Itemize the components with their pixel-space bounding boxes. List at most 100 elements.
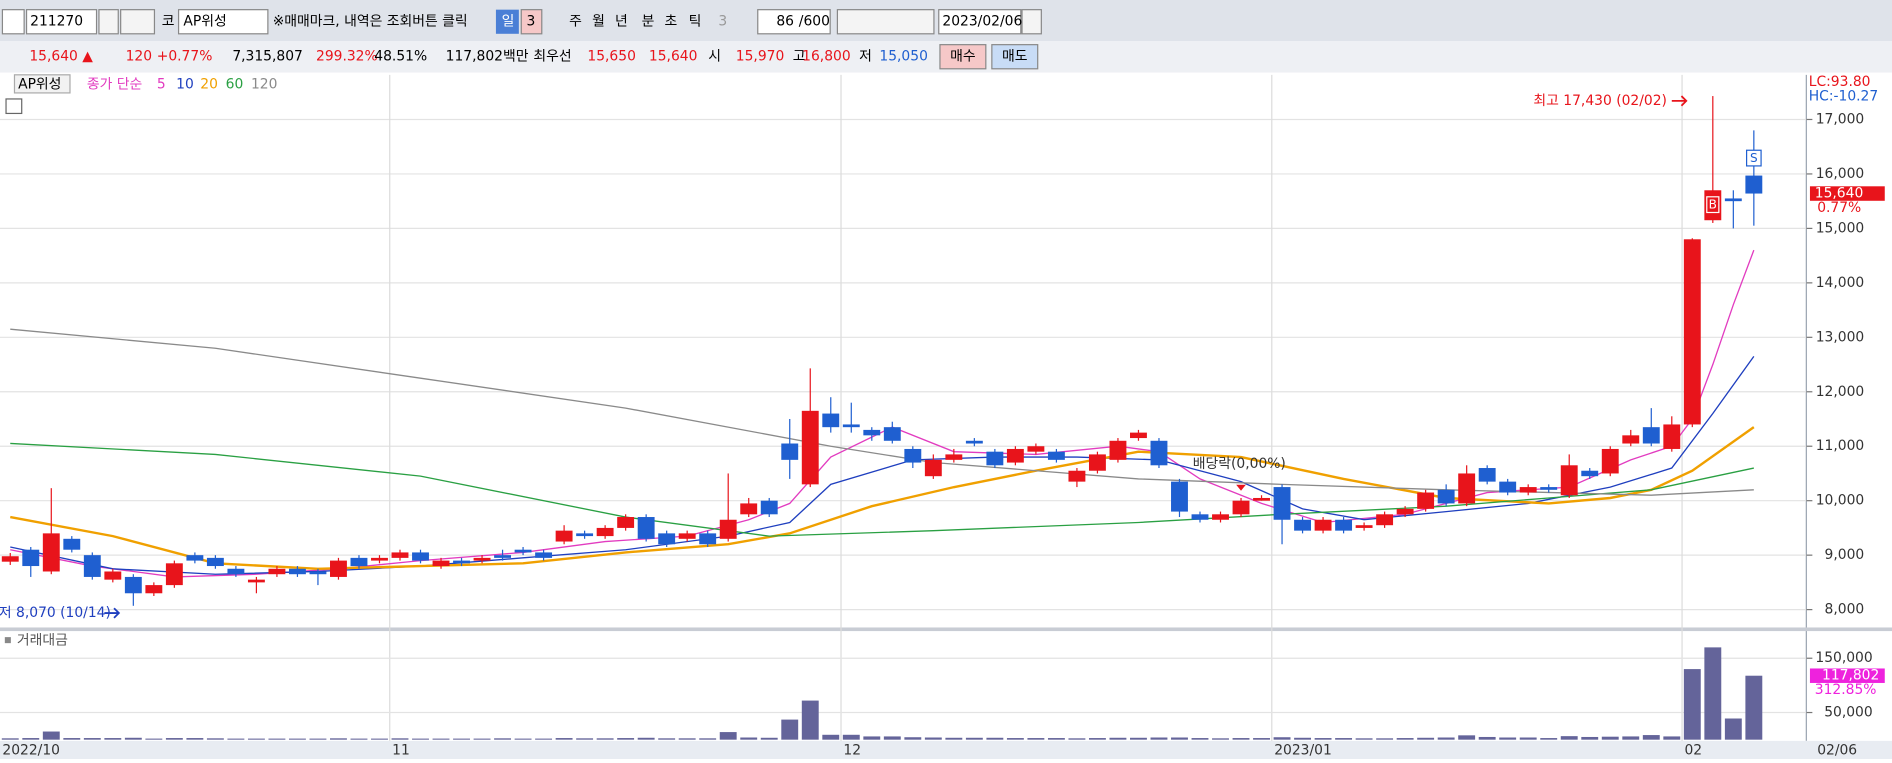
candle-body	[165, 563, 183, 586]
buy-mark-box	[1706, 196, 1720, 214]
candle-body	[1478, 468, 1496, 482]
volume-bar	[514, 738, 532, 740]
candle-body	[1047, 451, 1065, 460]
volume-bar	[535, 738, 553, 740]
quote-rate: +0.77%	[157, 49, 213, 65]
volume-bar	[1150, 737, 1168, 740]
period-n-button[interactable]	[520, 9, 543, 35]
volume-bar	[1335, 738, 1353, 740]
volume-bar	[1499, 737, 1517, 740]
candle-body	[1642, 427, 1660, 444]
candle-body	[227, 568, 245, 575]
code: 211270	[30, 14, 83, 30]
period-option: 3	[527, 14, 536, 30]
candle-body	[965, 440, 983, 444]
ma-line	[10, 249, 1755, 578]
period-option: 3	[718, 14, 727, 30]
volume-last-label: 117,802	[1822, 668, 1879, 684]
dividend-marker	[1236, 484, 1246, 491]
chart-bg	[0, 74, 1892, 741]
legend-ma-label: 종가 단순	[87, 76, 143, 92]
candle-body	[1499, 481, 1517, 493]
candle-body	[412, 552, 429, 561]
candle-body	[576, 533, 594, 537]
volume-bar	[1560, 736, 1578, 740]
volume-bar	[924, 737, 942, 740]
period-day-button[interactable]	[495, 9, 519, 34]
candle-body	[371, 557, 388, 561]
volume-bar	[1745, 675, 1763, 740]
volume-bar	[412, 738, 429, 740]
volume-bar	[1642, 735, 1660, 740]
volume-bar	[699, 738, 717, 740]
volume-bar	[1027, 738, 1045, 740]
volume-bar	[1047, 738, 1065, 740]
candle-body	[945, 454, 963, 460]
volume-bar	[1417, 737, 1435, 740]
volume-bar	[453, 738, 470, 740]
low-annotation: 최저 8,070 (10/14)	[0, 605, 111, 621]
legend-entry: 20	[200, 76, 218, 92]
candle-body	[473, 557, 491, 561]
x-tick-label: 12	[843, 743, 861, 759]
volume-bar	[1088, 738, 1106, 740]
date: 2023/02/06	[942, 14, 1022, 30]
name-input[interactable]	[177, 9, 269, 35]
volume-bar	[473, 738, 491, 740]
legend-name-box	[13, 74, 71, 94]
volume-tick-label: 50,000	[1824, 705, 1872, 721]
sell-button[interactable]	[991, 44, 1039, 70]
volume-tick-label: 150,000	[1815, 650, 1872, 666]
tool-buttons[interactable]	[836, 9, 935, 35]
volume-bar	[740, 737, 758, 740]
candle-body	[1109, 440, 1127, 460]
buy-mark: B	[1709, 198, 1717, 212]
volume-bar	[555, 738, 573, 740]
volume-bar	[1437, 737, 1455, 740]
volume-bar	[1109, 737, 1127, 740]
candle-body	[842, 424, 860, 428]
table-icon[interactable]	[5, 98, 23, 115]
volume-bar	[760, 737, 778, 740]
quote-buy: 매수	[950, 49, 976, 65]
sound-button[interactable]	[120, 9, 156, 35]
candle-body	[760, 500, 778, 515]
quote-change: 120	[126, 49, 152, 65]
candle-body	[740, 503, 758, 515]
candle-body	[453, 560, 470, 564]
date-input[interactable]	[938, 9, 1022, 35]
candle-body	[124, 576, 142, 594]
sell-mark: S	[1750, 151, 1758, 165]
volume-bar	[1458, 735, 1476, 740]
volume-bar	[124, 737, 142, 740]
volume-bar	[637, 737, 655, 740]
menu-button[interactable]	[1, 9, 25, 35]
candle-body	[288, 568, 306, 575]
candle-body	[986, 451, 1004, 466]
volume-bar	[1294, 737, 1312, 740]
search-button[interactable]	[98, 9, 119, 35]
candle-body	[1335, 519, 1353, 531]
volume-bar	[1704, 647, 1722, 740]
quote-volume: 7,315,807	[232, 49, 303, 65]
candle-body	[719, 519, 737, 539]
calendar-button[interactable]	[1021, 9, 1042, 35]
volume-bar	[494, 738, 512, 740]
buy-button[interactable]	[939, 44, 987, 70]
volume-bar	[22, 738, 40, 740]
candle-body	[1191, 514, 1209, 520]
candle-body	[1232, 500, 1250, 515]
volume-bar	[350, 738, 368, 740]
candle-body	[617, 517, 635, 528]
high-annotation: 최고 17,430 (02/02)	[1533, 93, 1667, 109]
code-input[interactable]	[25, 9, 98, 35]
count-input[interactable]	[757, 9, 831, 35]
candle-body	[883, 427, 901, 441]
y-tick-label: 8,000	[1825, 602, 1865, 618]
candle-body	[309, 571, 327, 575]
volume-bar	[1540, 738, 1558, 740]
volume-bar	[206, 738, 224, 740]
price-label-box	[1809, 186, 1885, 201]
candle-body	[1437, 489, 1455, 504]
